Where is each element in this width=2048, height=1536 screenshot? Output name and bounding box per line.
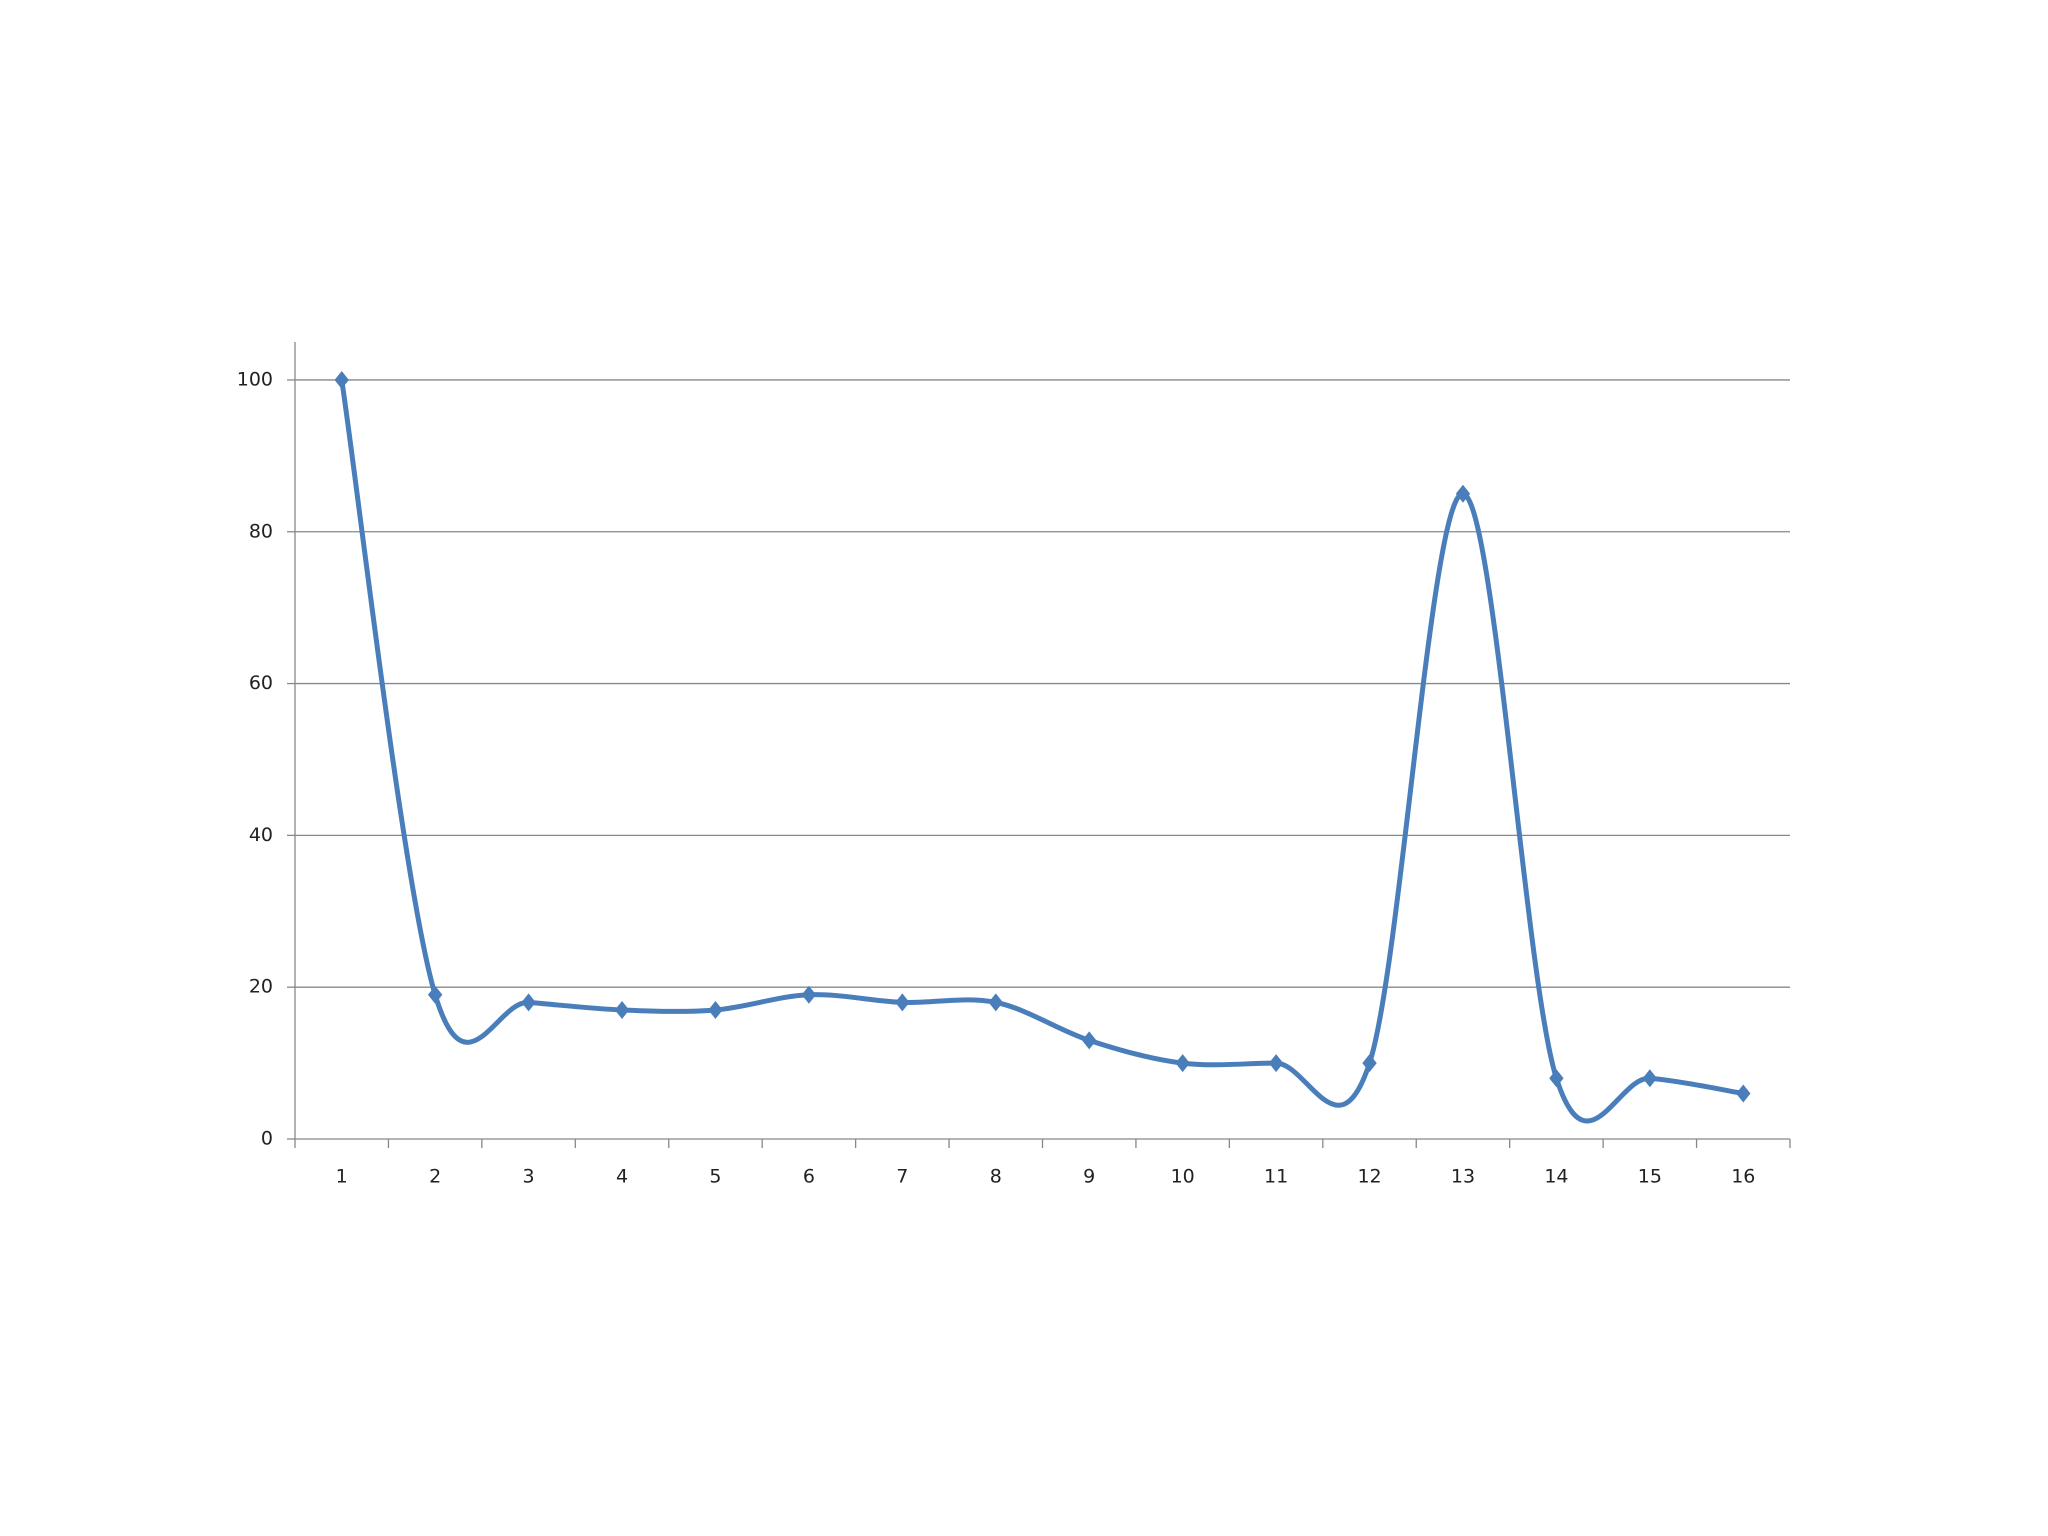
marker [1268,1054,1284,1073]
x-tick-label: 6 [803,1166,815,1188]
x-tick-label: 10 [1171,1166,1195,1188]
y-tick-label: 40 [249,824,273,846]
x-tick-label: 2 [429,1166,441,1188]
x-tick-label: 13 [1451,1166,1475,1188]
x-tick-label: 1 [336,1166,348,1188]
marker [427,985,443,1004]
series-line [339,379,1744,1124]
marker [614,1000,630,1019]
y-tick-label: 80 [249,520,273,542]
marker [1642,1069,1658,1088]
x-tick-label: 9 [1083,1166,1095,1188]
marker [1549,1069,1564,1088]
marker [1082,1031,1097,1050]
y-tick-label: 60 [249,672,273,694]
x-tick-label: 4 [616,1166,628,1188]
x-tick-label: 3 [523,1166,535,1188]
x-tick-label: 12 [1357,1166,1381,1188]
x-tick-label: 7 [896,1166,908,1188]
marker [708,1000,723,1019]
marker [1175,1054,1190,1073]
x-tick-label: 5 [709,1166,721,1188]
x-tick-label: 11 [1264,1166,1288,1188]
marker [334,370,349,389]
x-tick-label: 14 [1544,1166,1568,1188]
y-tick-label: 100 [237,368,273,390]
x-tick-label: 16 [1731,1166,1755,1188]
marker [1362,1054,1377,1073]
y-tick-label: 0 [261,1128,273,1150]
marker [1736,1084,1751,1103]
marker [801,985,817,1004]
marker [521,993,536,1012]
marker [1455,484,1471,503]
x-tick-label: 15 [1638,1166,1662,1188]
marker [988,993,1003,1012]
marker [895,993,910,1012]
y-tick-label: 20 [249,976,273,998]
x-tick-label: 8 [990,1166,1002,1188]
